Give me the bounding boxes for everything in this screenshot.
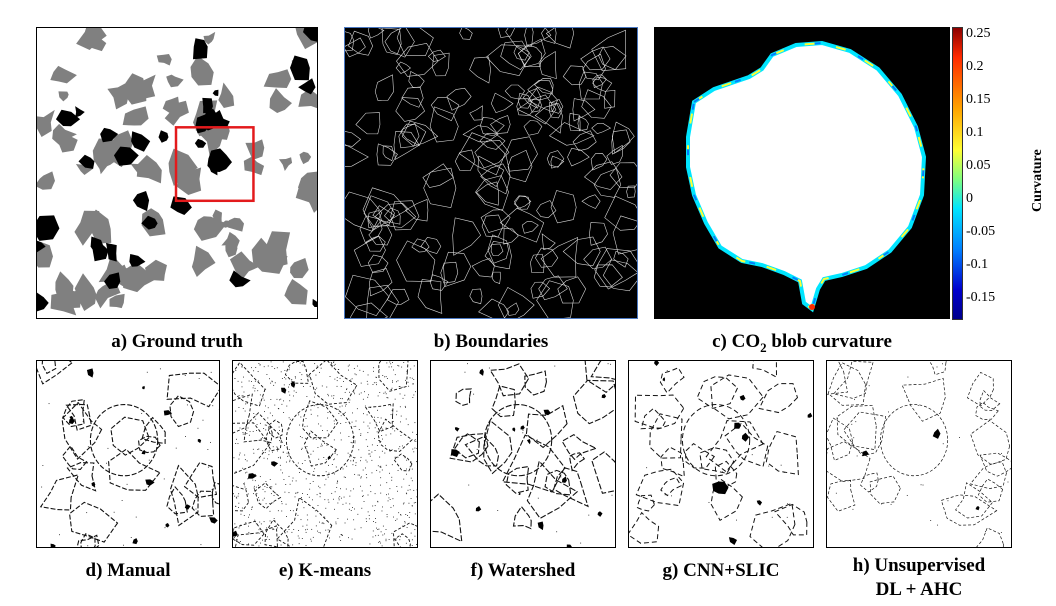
- unsupervised-dl-ahc-image: [826, 360, 1012, 548]
- colorbar-tick: 0.2: [966, 59, 984, 74]
- caption-c-suffix: blob curvature: [766, 331, 892, 352]
- caption-c-subscript: 2: [760, 339, 767, 355]
- boundaries-image: [344, 27, 638, 319]
- colorbar-tick: -0.15: [966, 290, 996, 305]
- cnn-slic-segmentation-image: [628, 360, 814, 548]
- colorbar-tick: 0.15: [966, 92, 991, 107]
- colorbar-ticks: 0.25 0.2 0.15 0.1 0.05 0 -0.05 -0.1 -0.1…: [966, 27, 1016, 319]
- colorbar-label: Curvature: [1030, 149, 1045, 212]
- caption-b: b) Boundaries: [433, 331, 549, 352]
- caption-f: f) Watershed: [470, 560, 576, 581]
- watershed-segmentation-image: [430, 360, 616, 548]
- curvature-colorbar: [952, 27, 963, 320]
- colorbar-tick: 0.05: [966, 158, 991, 173]
- colorbar-tick: -0.1: [966, 257, 989, 272]
- caption-d: d) Manual: [85, 560, 171, 581]
- colorbar-tick: 0.1: [966, 125, 984, 140]
- caption-h-line2: DL + AHC: [875, 579, 963, 600]
- colorbar-tick: -0.05: [966, 224, 996, 239]
- caption-c: c) CO2 blob curvature: [654, 330, 950, 360]
- caption-g: g) CNN+SLIC: [662, 560, 780, 581]
- caption-h-line1: h) Unsupervised: [852, 555, 986, 576]
- ground-truth-image: [36, 27, 318, 319]
- colorbar-tick: 0: [966, 191, 973, 206]
- caption-e: e) K-means: [278, 560, 372, 581]
- kmeans-segmentation-image: [232, 360, 418, 548]
- colorbar-tick: 0.25: [966, 26, 991, 41]
- caption-a: a) Ground truth: [111, 331, 243, 352]
- co2-blob-curvature-image: [654, 27, 950, 319]
- manual-segmentation-image: [36, 360, 220, 548]
- caption-h: h) Unsupervised DL + AHC: [816, 554, 1022, 602]
- caption-c-prefix: c) CO: [712, 331, 761, 352]
